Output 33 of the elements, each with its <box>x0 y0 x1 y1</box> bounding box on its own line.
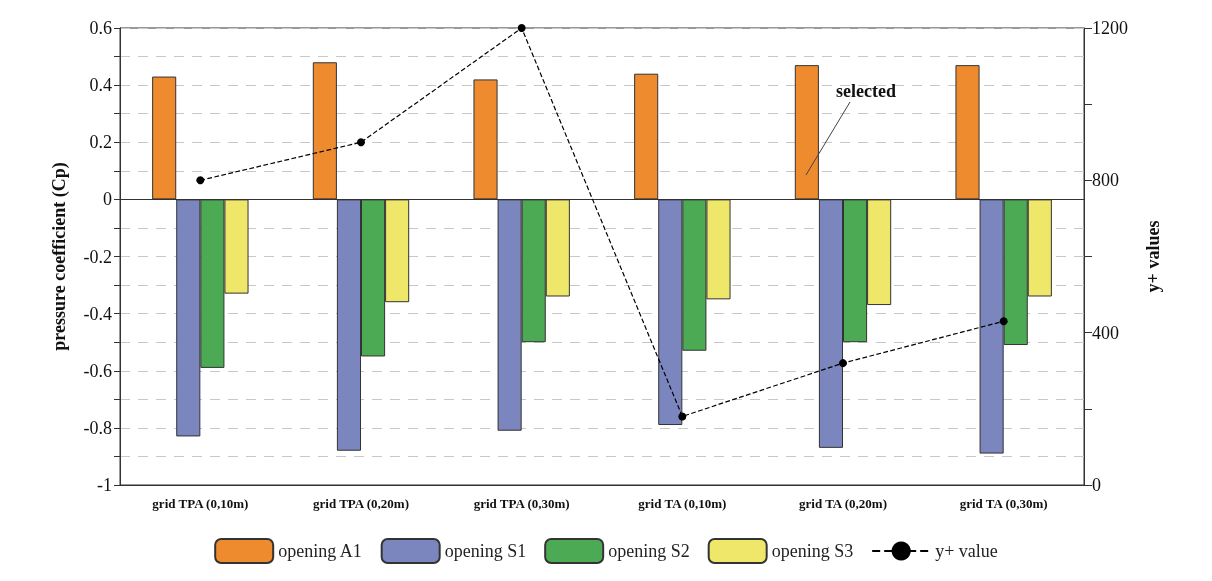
y-tick-label: -0.4 <box>83 303 112 324</box>
x-tick-label: grid TPA (0,10m) <box>152 496 249 511</box>
x-tick-label: grid TPA (0,20m) <box>313 496 409 511</box>
y-axis-title: pressure coefficient (Cp) <box>49 162 70 351</box>
y-tick-label: -1 <box>97 475 112 495</box>
y2-axis-title: y+ values <box>1143 220 1163 293</box>
y-tick-label: 0.4 <box>89 75 112 96</box>
point <box>517 24 526 32</box>
y2-tick-label: 800 <box>1092 170 1119 191</box>
legend-label: opening S3 <box>771 541 854 561</box>
y2-tick-label: 1200 <box>1092 18 1128 38</box>
point <box>196 176 205 185</box>
point <box>678 412 687 421</box>
legend-label: opening S2 <box>608 541 690 561</box>
point <box>357 138 365 147</box>
x-tick-label: grid TA (0,30m) <box>959 496 1048 511</box>
x-tick-label: grid TA (0,20m) <box>799 496 887 511</box>
point <box>839 359 847 368</box>
legend-label: y+ value <box>935 541 998 561</box>
legend-label: opening A1 <box>278 541 362 561</box>
x-tick-label: grid TA (0,10m) <box>638 496 727 511</box>
y-tick-label: 0.2 <box>89 132 112 153</box>
y-tick-label: -0.8 <box>83 417 112 438</box>
y-tick-label: -0.6 <box>83 360 112 381</box>
y-tick-label: 0 <box>103 189 112 210</box>
y-tick-label: -0.2 <box>83 246 112 267</box>
legend-label: opening S1 <box>444 541 527 561</box>
y2-tick-label: 0 <box>1092 475 1101 495</box>
point <box>999 317 1008 326</box>
y2-tick-label: 400 <box>1092 322 1119 343</box>
y-tick-label: 0.6 <box>89 18 112 38</box>
x-tick-label: grid TPA (0,30m) <box>473 496 570 511</box>
annotation: selected <box>836 81 896 101</box>
